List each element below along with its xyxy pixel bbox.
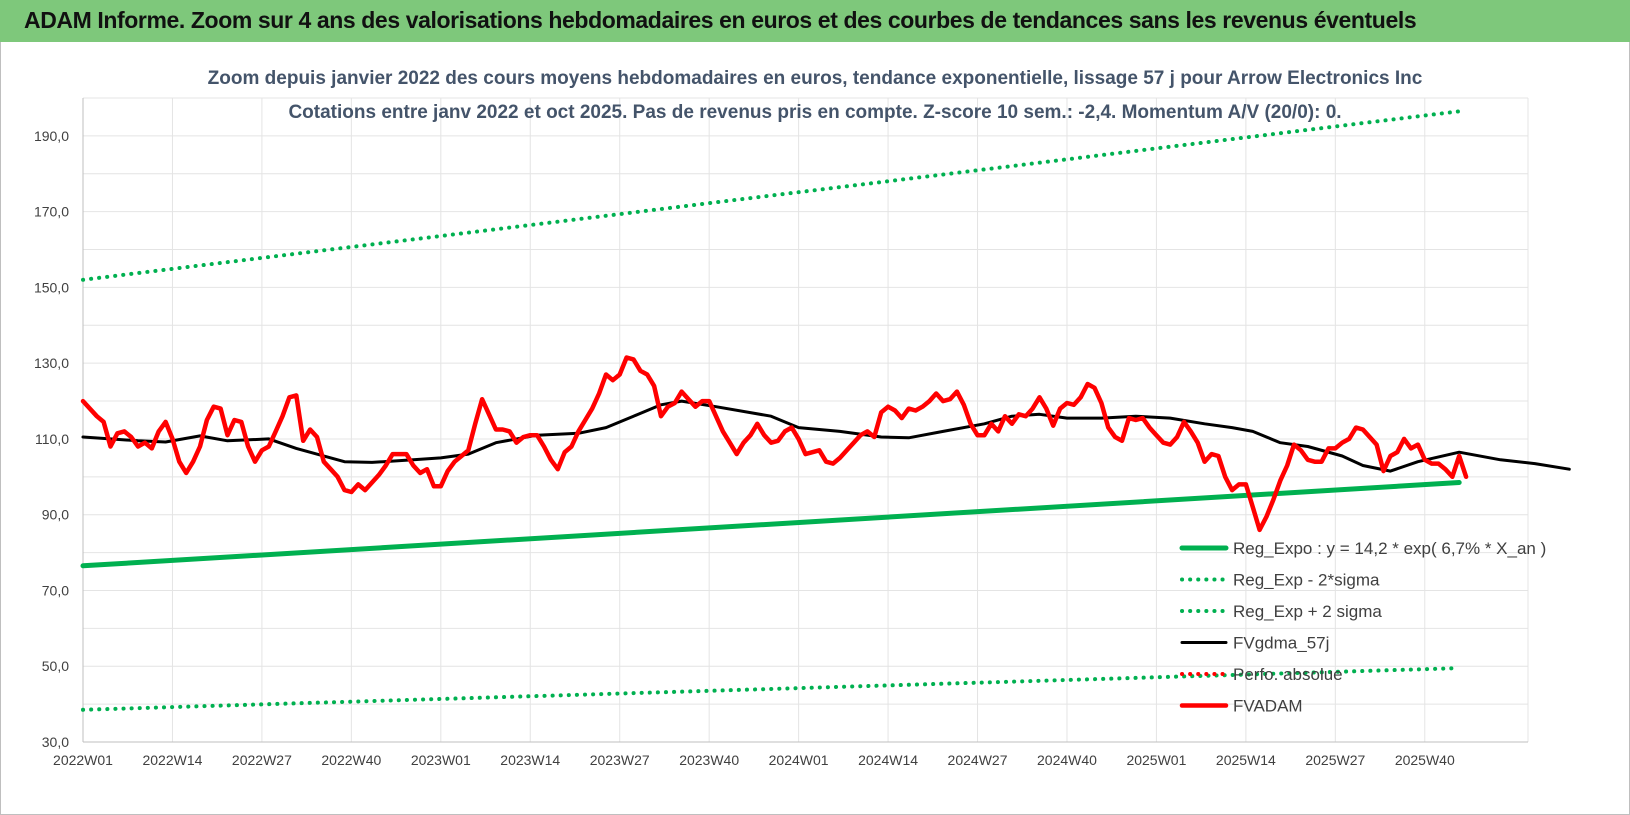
- series-line-1: [81, 666, 1462, 712]
- x-tick-label: 2025W40: [1395, 752, 1455, 768]
- chart-subtitle: Cotations entre janv 2022 et oct 2025. P…: [288, 102, 1341, 123]
- chart-grid: [82, 97, 1529, 743]
- x-tick-label: 2025W27: [1305, 752, 1365, 768]
- x-tick-label: 2024W40: [1037, 752, 1097, 768]
- legend-label: Reg_Expo : y = 14,2 * exp( 6,7% * X_an ): [1233, 539, 1546, 558]
- series-line-2: [81, 109, 1462, 282]
- chart-series: [80, 109, 1571, 712]
- y-axis: 30,0 50,0 70,0 90,0 110,0 130,0 150,0 170,0 190,…: [34, 128, 69, 750]
- header-banner: ADAM Informe. Zoom sur 4 ans des valoris…: [0, 0, 1630, 42]
- y-tick-label: 190,0: [34, 128, 69, 144]
- series-line-0: [80, 480, 1462, 569]
- x-tick-label: 2023W14: [500, 752, 560, 768]
- y-tick-label: 70,0: [42, 582, 69, 598]
- x-tick-label: 2023W27: [590, 752, 650, 768]
- report-title: ADAM Informe. Zoom sur 4 ans des valoris…: [24, 7, 1417, 33]
- chart-legend[interactable]: Reg_Expo : y = 14,2 * exp( 6,7% * X_an )…: [1179, 539, 1546, 716]
- x-tick-label: 2023W40: [679, 752, 739, 768]
- x-axis: 2022W01 2022W14 2022W27 2022W40 2023W01 2023W…: [53, 752, 1455, 768]
- y-tick-label: 90,0: [42, 507, 69, 523]
- x-tick-label: 2022W01: [53, 752, 113, 768]
- x-tick-label: 2024W01: [769, 752, 829, 768]
- x-tick-label: 2024W14: [858, 752, 918, 768]
- y-tick-label: 50,0: [42, 658, 69, 674]
- x-tick-label: 2024W27: [948, 752, 1008, 768]
- legend-label: Reg_Exp + 2 sigma: [1233, 602, 1382, 621]
- y-tick-label: 150,0: [34, 279, 69, 295]
- legend-label: Perfo. absolue: [1233, 665, 1343, 684]
- legend-label: FVADAM: [1233, 697, 1303, 716]
- legend-label: FVgdma_57j: [1233, 634, 1329, 653]
- series-line-5: [80, 355, 1469, 533]
- x-tick-label: 2022W27: [232, 752, 292, 768]
- x-tick-label: 2023W01: [411, 752, 471, 768]
- legend-label: Reg_Exp - 2*sigma: [1233, 571, 1380, 590]
- y-tick-label: 30,0: [42, 734, 69, 750]
- x-tick-label: 2022W14: [142, 752, 202, 768]
- x-tick-label: 2025W01: [1126, 752, 1186, 768]
- chart-title: Zoom depuis janvier 2022 des cours moyen…: [208, 68, 1423, 89]
- x-tick-label: 2022W40: [321, 752, 381, 768]
- y-tick-label: 170,0: [34, 204, 69, 220]
- y-tick-label: 110,0: [35, 431, 69, 447]
- y-tick-label: 130,0: [34, 355, 69, 371]
- x-tick-label: 2025W14: [1216, 752, 1276, 768]
